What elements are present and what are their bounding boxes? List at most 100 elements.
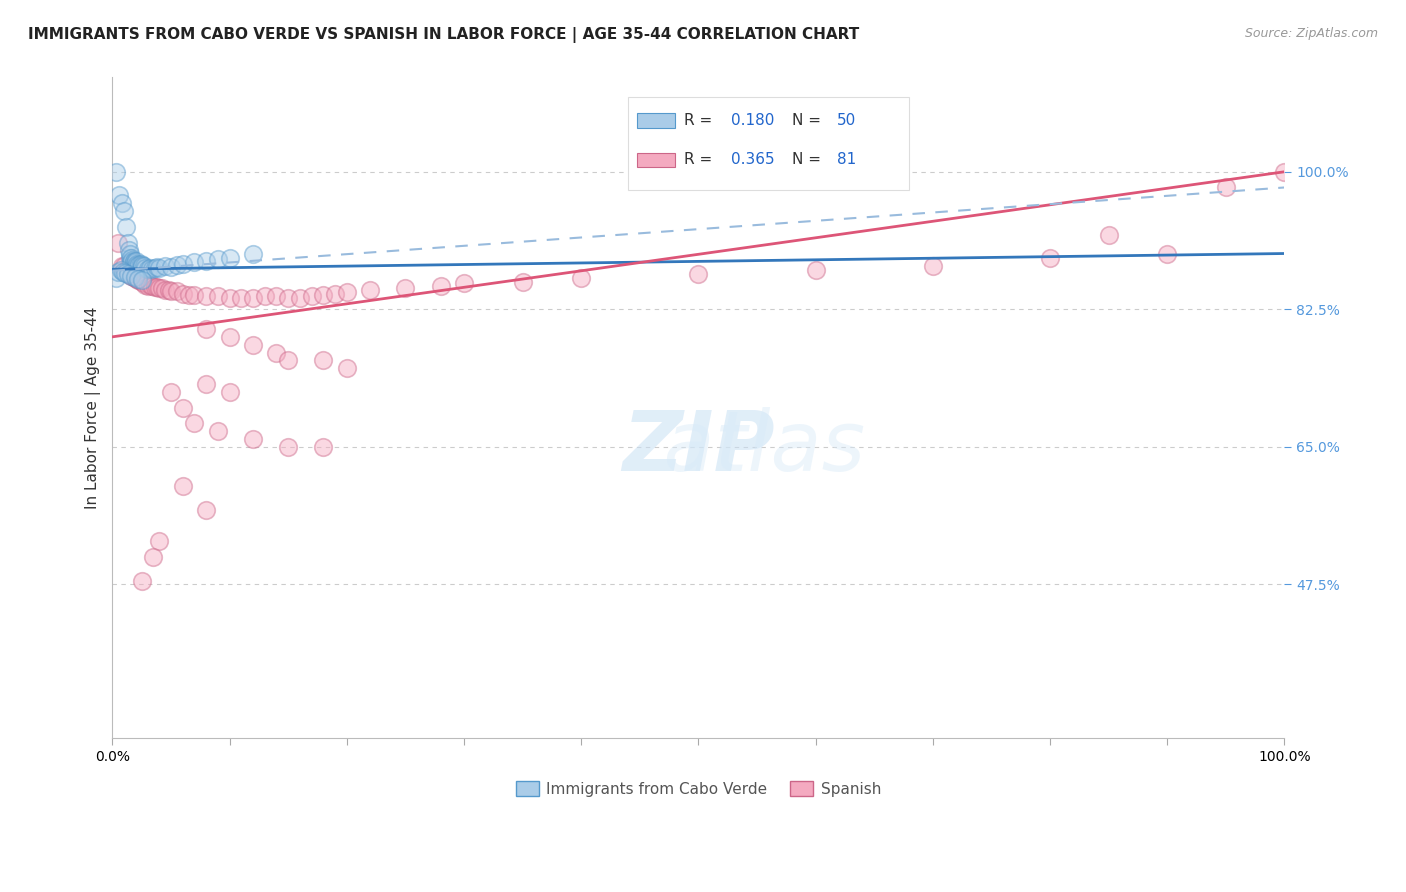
Point	[195, 322, 218, 336]
Point	[143, 279, 166, 293]
Point	[172, 479, 194, 493]
FancyBboxPatch shape	[637, 113, 675, 128]
Point	[122, 254, 145, 268]
Point	[218, 251, 240, 265]
Point	[160, 285, 183, 299]
Text: R =: R =	[685, 113, 717, 128]
Point	[134, 260, 156, 275]
Point	[359, 283, 381, 297]
Point	[127, 258, 149, 272]
Text: IMMIGRANTS FROM CABO VERDE VS SPANISH IN LABOR FORCE | AGE 35-44 CORRELATION CHA: IMMIGRANTS FROM CABO VERDE VS SPANISH IN…	[28, 27, 859, 43]
Point	[118, 247, 141, 261]
Point	[1156, 247, 1178, 261]
Point	[115, 263, 138, 277]
Point	[242, 291, 264, 305]
Point	[166, 258, 188, 272]
Point	[195, 253, 218, 268]
Point	[148, 534, 170, 549]
Point	[142, 549, 165, 564]
Point	[312, 440, 335, 454]
Point	[114, 266, 136, 280]
Point	[157, 283, 180, 297]
Point	[120, 268, 142, 283]
Point	[218, 291, 240, 305]
Point	[172, 401, 194, 415]
Text: 81: 81	[837, 153, 856, 168]
Point	[107, 265, 129, 279]
Point	[172, 257, 194, 271]
Point	[253, 289, 276, 303]
Point	[132, 259, 155, 273]
Point	[569, 271, 592, 285]
Point	[288, 291, 311, 305]
FancyBboxPatch shape	[637, 153, 675, 167]
Point	[921, 259, 943, 273]
Point	[117, 235, 139, 250]
Point	[153, 259, 176, 273]
Point	[131, 273, 153, 287]
Point	[129, 257, 152, 271]
FancyBboxPatch shape	[628, 97, 910, 190]
Point	[121, 268, 143, 283]
Point	[120, 255, 142, 269]
Point	[122, 270, 145, 285]
Point	[112, 259, 135, 273]
Point	[218, 384, 240, 399]
Point	[141, 278, 163, 293]
Point	[146, 260, 169, 274]
Text: ZIP: ZIP	[621, 407, 775, 488]
Text: 0.180: 0.180	[731, 113, 775, 128]
Point	[242, 432, 264, 446]
Point	[131, 275, 153, 289]
Text: N =: N =	[792, 153, 827, 168]
Point	[104, 271, 127, 285]
Point	[107, 235, 129, 250]
Point	[336, 361, 359, 376]
Point	[1039, 251, 1062, 265]
Point	[124, 271, 146, 285]
Point	[266, 289, 288, 303]
Point	[429, 278, 451, 293]
Point	[277, 353, 299, 368]
Point	[118, 267, 141, 281]
Point	[141, 262, 163, 277]
Point	[134, 277, 156, 292]
Point	[110, 263, 132, 277]
Point	[160, 384, 183, 399]
Point	[312, 288, 335, 302]
Point	[125, 257, 148, 271]
Point	[195, 289, 218, 303]
Point	[120, 268, 142, 283]
Point	[172, 286, 194, 301]
Point	[183, 255, 205, 269]
Point	[312, 353, 335, 368]
Point	[136, 262, 159, 277]
Point	[131, 574, 153, 588]
Point	[117, 265, 139, 279]
Point	[118, 267, 141, 281]
Text: atlas: atlas	[531, 407, 866, 488]
Point	[139, 260, 162, 275]
Point	[266, 345, 288, 359]
Point	[242, 247, 264, 261]
Point	[125, 258, 148, 272]
Point	[323, 286, 346, 301]
Y-axis label: In Labor Force | Age 35-44: In Labor Force | Age 35-44	[86, 306, 101, 508]
Point	[183, 417, 205, 431]
Text: 0.365: 0.365	[731, 153, 775, 168]
Point	[277, 291, 299, 305]
Point	[207, 424, 229, 438]
Point	[150, 281, 173, 295]
Point	[218, 330, 240, 344]
Point	[148, 281, 170, 295]
Point	[242, 337, 264, 351]
Point	[127, 271, 149, 285]
Point	[127, 273, 149, 287]
Point	[177, 288, 200, 302]
Point	[124, 270, 146, 285]
Point	[160, 260, 183, 274]
Point	[183, 288, 205, 302]
Point	[117, 267, 139, 281]
Point	[111, 264, 134, 278]
Point	[804, 263, 827, 277]
